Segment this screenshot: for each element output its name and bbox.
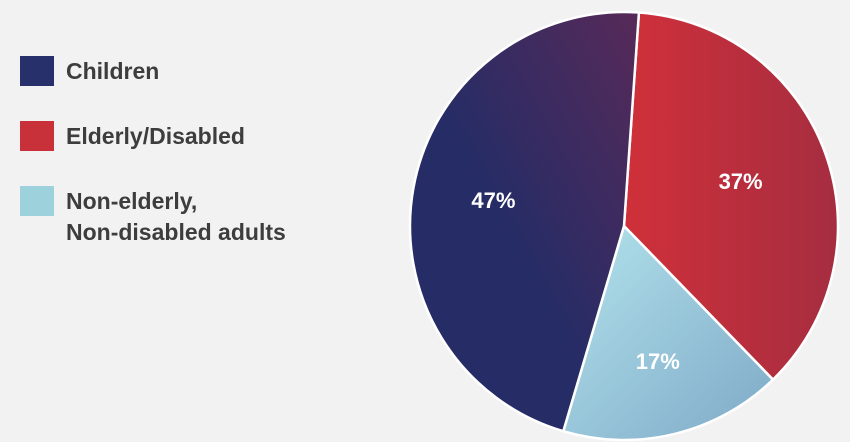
legend-item-children: Children (20, 56, 390, 87)
legend-label-children: Children (66, 58, 160, 84)
slice-label-elderly-disabled: 37% (719, 169, 763, 194)
legend-swatch-children (20, 56, 54, 86)
legend-item-elderly-disabled: Elderly/Disabled (20, 121, 390, 152)
legend-item-non-elderly-adults: Non-elderly, Non-disabled adults (20, 186, 390, 248)
legend-label-non-elderly-adults: Non-elderly, Non-disabled adults (66, 188, 286, 245)
legend-label-elderly-disabled: Elderly/Disabled (66, 123, 245, 149)
pie-slice-non-elderly-adults (562, 224, 775, 442)
slice-label-non-elderly-adults: 17% (636, 349, 680, 374)
pie-slice-children (408, 10, 641, 433)
legend-swatch-non-elderly-adults (20, 186, 54, 216)
legend-swatch-elderly-disabled (20, 121, 54, 151)
pie-slice-elderly-disabled (622, 11, 840, 381)
chart-legend: Children Elderly/Disabled Non-elderly, N… (20, 56, 390, 282)
slice-label-children: 47% (471, 188, 515, 213)
